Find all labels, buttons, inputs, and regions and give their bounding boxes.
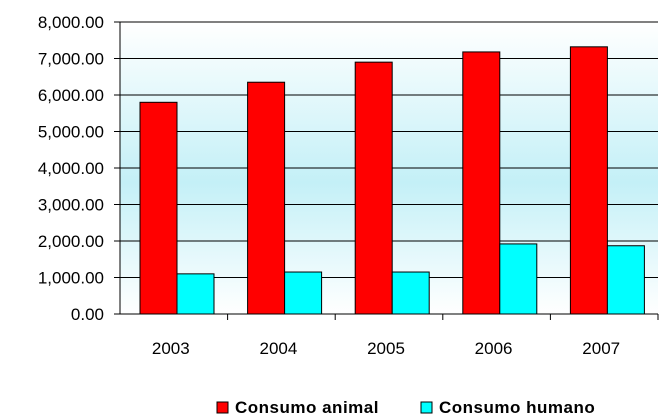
y-tick-label: 1,000.00 (38, 269, 104, 288)
x-tick-label: 2005 (367, 339, 405, 358)
y-tick-label: 5,000.00 (38, 123, 104, 142)
bar-consumo-humano (391, 271, 430, 315)
bar-consumo-animal (247, 81, 286, 315)
bars (139, 46, 645, 315)
bar-consumo-animal (462, 51, 501, 315)
legend-label: Consumo humano (439, 398, 595, 417)
y-tick-label: 7,000.00 (38, 50, 104, 69)
bar-consumo-humano (176, 273, 215, 315)
y-tick-label: 4,000.00 (38, 159, 104, 178)
bar-consumo-humano (499, 243, 538, 315)
axes (114, 21, 659, 320)
x-tick-label: 2004 (259, 339, 297, 358)
bar-consumo-humano (606, 245, 645, 315)
bar-consumo-humano (284, 271, 323, 315)
y-tick-label: 0.00 (71, 305, 104, 324)
y-tick-label: 8,000.00 (38, 13, 104, 32)
y-tick-label: 2,000.00 (38, 232, 104, 251)
legend-label: Consumo animal (235, 398, 379, 417)
bar-consumo-animal (139, 101, 178, 315)
legend: Consumo animal Consumo humano (216, 398, 595, 417)
y-tick-label: 6,000.00 (38, 86, 104, 105)
bar-consumo-animal (354, 61, 393, 315)
x-tick-labels: 2003 2004 2005 2006 2007 (152, 339, 620, 358)
x-tick-label: 2006 (475, 339, 513, 358)
x-tick-label: 2007 (582, 339, 620, 358)
legend-swatch (216, 401, 229, 414)
bar-consumo-animal (569, 46, 608, 315)
y-tick-labels: 0.00 1,000.00 2,000.00 3,000.00 4,000.00 5,00… (38, 13, 104, 324)
x-tick-label: 2003 (152, 339, 190, 358)
y-tick-label: 3,000.00 (38, 196, 104, 215)
legend-swatch (420, 401, 433, 414)
